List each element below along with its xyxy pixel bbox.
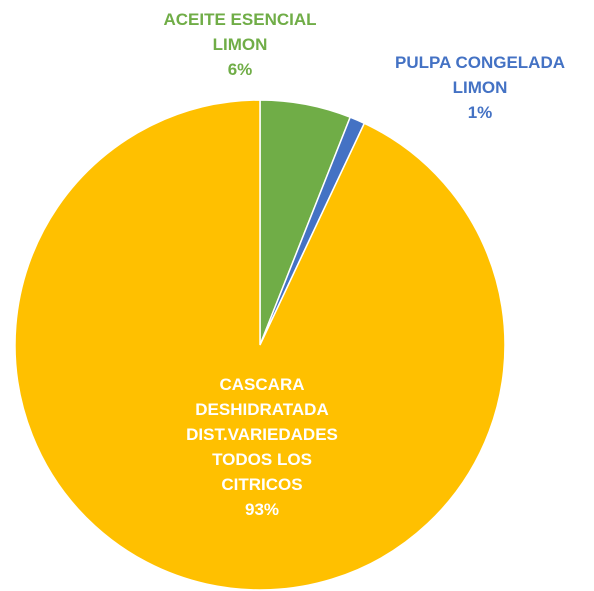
value-label: 6%: [227, 60, 253, 79]
category-label: PULPA CONGELADA LIMON: [395, 53, 565, 97]
value-label: 93%: [244, 500, 280, 519]
pie-slice: [14, 99, 506, 591]
category-label: ACEITE ESENCIAL LIMON: [163, 10, 317, 54]
category-label: CASCARA DESHIDRATADA DIST.VARIEDADES TOD…: [186, 375, 338, 494]
value-label: 1%: [467, 103, 493, 122]
slice-label: CASCARA DESHIDRATADA DIST.VARIEDADES TOD…: [180, 372, 345, 522]
slice-label: ACEITE ESENCIAL LIMON 6%: [150, 7, 330, 82]
slice-label: PULPA CONGELADA LIMON 1%: [395, 50, 566, 125]
